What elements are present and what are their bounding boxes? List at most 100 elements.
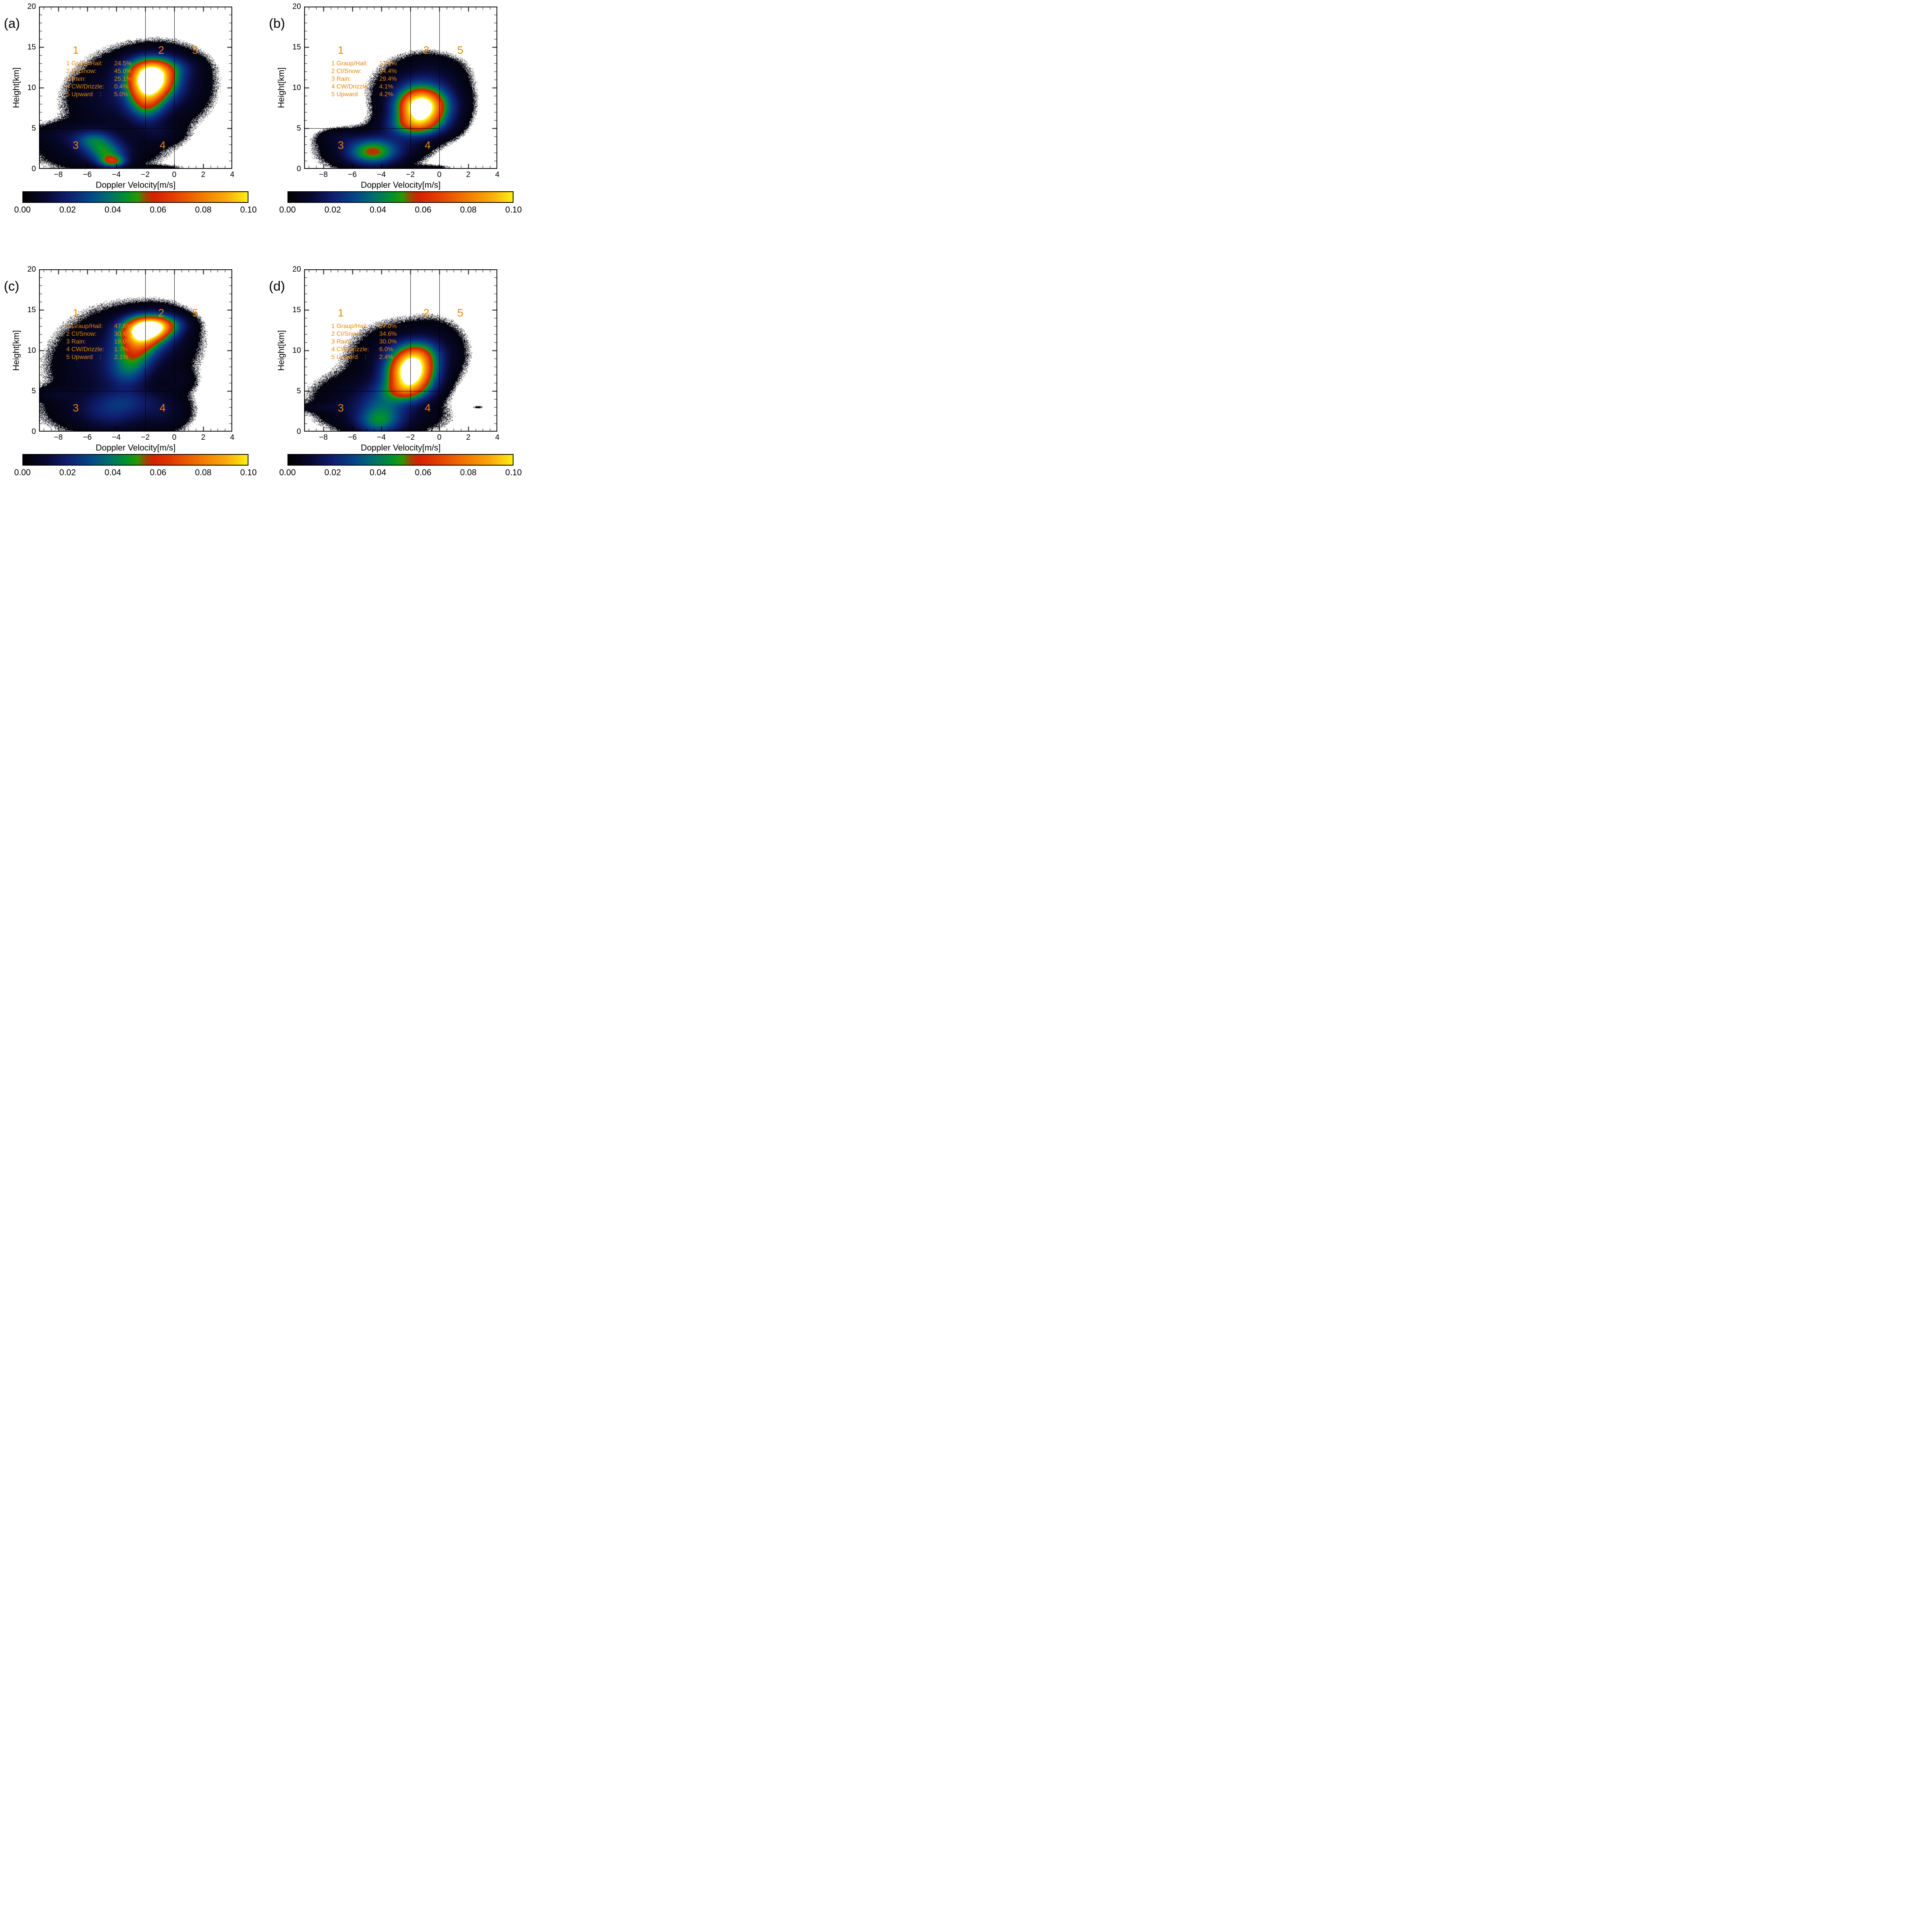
legend-label: 1 Graup/Hail: xyxy=(66,60,103,67)
legend-label: 5 Upward : xyxy=(331,354,367,361)
colorbar-tick-label: 0.00 xyxy=(14,468,31,477)
heatmap-canvas xyxy=(304,7,497,169)
x-tick-label: −6 xyxy=(83,170,92,179)
x-tick-label: 2 xyxy=(201,170,206,179)
colorbar-tick-label: 0.06 xyxy=(415,205,432,214)
colorbar-tick-label: 0.00 xyxy=(14,205,31,214)
colorbar-canvas xyxy=(287,191,514,203)
colorbar-tick-label: 0.02 xyxy=(324,468,341,477)
legend-row: 5 Upward : 5.0% xyxy=(66,91,132,99)
panel-letter: (a) xyxy=(4,16,20,31)
colorbar-tick-label: 0.08 xyxy=(460,205,477,214)
x-tick-label: −6 xyxy=(348,433,357,442)
legend-value: 2.4% xyxy=(379,354,393,361)
legend-value: 30.6% xyxy=(114,330,132,337)
region-number-label: 5 xyxy=(457,44,464,56)
region-number-label: 4 xyxy=(160,402,166,414)
colorbar-tick-label: 0.02 xyxy=(59,468,76,477)
x-tick-label: −6 xyxy=(348,170,357,179)
region-number-label: 5 xyxy=(192,307,199,319)
legend-row: 2 CI/Snow: 30.6% xyxy=(66,330,132,338)
heatmap-canvas xyxy=(304,269,497,432)
legend-label: 4 CW/Drizzle: xyxy=(331,346,369,353)
heatmap-panel: (d) Height[km] Doppler Velocity[m/s] 1 G… xyxy=(265,264,530,478)
legend-label: 1 Graup/Hail: xyxy=(331,60,368,67)
x-axis-title: Doppler Velocity[m/s] xyxy=(361,443,441,452)
y-tick-label: 20 xyxy=(27,265,36,274)
legend-row: 4 CW/Drizzle: 0.4% xyxy=(66,83,132,91)
y-tick-label: 5 xyxy=(31,387,36,395)
region-number-label: 2 xyxy=(158,44,164,56)
legend-value: 25.1% xyxy=(114,75,132,82)
region-number-label: 4 xyxy=(425,402,431,414)
x-tick-label: −2 xyxy=(141,433,150,442)
x-axis-title: Doppler Velocity[m/s] xyxy=(361,180,441,190)
legend-value: 1.7% xyxy=(114,346,128,353)
heatmap-canvas xyxy=(39,269,232,432)
x-tick-label: 0 xyxy=(437,433,442,442)
legend-value: 24.5% xyxy=(114,60,132,67)
legend-value: 29.4% xyxy=(379,75,397,82)
figure-grid: (a) Height[km] Doppler Velocity[m/s] 1 G… xyxy=(0,0,530,481)
x-tick-label: 2 xyxy=(201,433,206,442)
heatmap-panel: (b) Height[km] Doppler Velocity[m/s] 1 G… xyxy=(265,2,530,215)
colorbar-tick-label: 0.10 xyxy=(505,468,522,477)
colorbar-tick-label: 0.08 xyxy=(195,468,212,477)
legend-label: 3 Rain: xyxy=(66,75,86,82)
category-legend: 1 Graup/Hail: 17.9% 2 CI/Snow: 44.4% 3 Rain:… xyxy=(332,60,397,99)
region-number-label: 3 xyxy=(338,139,344,151)
legend-label: 4 CW/Drizzle: xyxy=(66,346,104,353)
colorbar-tick-label: 0.00 xyxy=(279,205,296,214)
y-tick-label: 10 xyxy=(27,83,36,92)
colorbar-tick-label: 0.04 xyxy=(369,205,386,214)
y-tick-label: 15 xyxy=(292,43,301,51)
colorbar-tick-label: 0.06 xyxy=(150,205,167,214)
region-number-label: 1 xyxy=(338,307,344,319)
legend-label: 2 CI/Snow: xyxy=(331,330,362,337)
legend-row: 1 Graup/Hail: 27.0% xyxy=(332,323,397,330)
x-tick-label: 0 xyxy=(172,170,177,179)
legend-row: 2 CI/Snow: 45.0% xyxy=(66,68,132,75)
legend-label: 2 CI/Snow: xyxy=(331,68,362,75)
colorbar-tick-label: 0.10 xyxy=(505,205,522,214)
legend-value: 47.6% xyxy=(114,323,132,330)
legend-label: 4 CW/Drizzle: xyxy=(331,83,369,90)
heatmap-panel: (c) Height[km] Doppler Velocity[m/s] 1 G… xyxy=(0,264,265,478)
y-tick-label: 0 xyxy=(296,427,301,436)
y-tick-label: 20 xyxy=(27,2,36,11)
legend-row: 4 CW/Drizzle: 4.1% xyxy=(332,83,397,91)
x-tick-label: −8 xyxy=(319,170,328,179)
legend-value: 4.1% xyxy=(379,83,393,90)
colorbar-canvas xyxy=(287,454,514,466)
x-tick-label: 4 xyxy=(230,170,235,179)
x-tick-label: −4 xyxy=(112,433,121,442)
legend-row: 2 CI/Snow: 44.4% xyxy=(332,68,397,75)
colorbar-canvas xyxy=(22,454,248,466)
y-tick-label: 15 xyxy=(27,306,36,314)
y-tick-label: 20 xyxy=(292,265,301,274)
x-tick-label: 2 xyxy=(466,170,471,179)
legend-row: 5 Upward : 2.4% xyxy=(332,354,397,361)
legend-value: 17.9% xyxy=(379,60,397,67)
legend-value: 5.0% xyxy=(114,91,128,98)
legend-row: 5 Upward : 2.1% xyxy=(66,354,132,361)
region-number-label: 1 xyxy=(338,44,344,56)
y-tick-label: 5 xyxy=(296,124,301,133)
x-tick-label: −8 xyxy=(54,170,63,179)
legend-label: 3 Rain: xyxy=(66,338,86,345)
y-tick-label: 10 xyxy=(27,346,36,355)
y-tick-label: 0 xyxy=(31,165,36,173)
y-tick-label: 10 xyxy=(292,83,301,92)
legend-label: 5 Upward : xyxy=(331,91,367,98)
category-legend: 1 Graup/Hail: 47.6% 2 CI/Snow: 30.6% 3 Rain:… xyxy=(66,323,132,361)
region-number-label: 1 xyxy=(73,307,79,319)
legend-row: 3 Rain: 29.4% xyxy=(332,75,397,83)
x-tick-label: −2 xyxy=(406,433,415,442)
colorbar-tick-label: 0.04 xyxy=(104,468,121,477)
legend-label: 2 CI/Snow: xyxy=(66,68,97,75)
x-tick-label: −2 xyxy=(141,170,150,179)
legend-label: 1 Graup/Hail: xyxy=(331,323,368,330)
region-number-label: 3 xyxy=(73,402,79,414)
colorbar-tick-label: 0.06 xyxy=(150,468,167,477)
region-number-label: 3 xyxy=(73,139,79,151)
